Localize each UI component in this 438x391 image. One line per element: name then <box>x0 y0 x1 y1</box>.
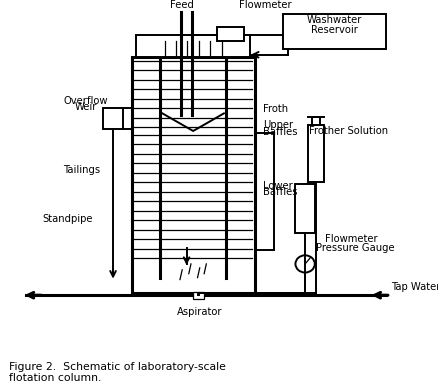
Text: Weir: Weir <box>74 102 96 112</box>
Text: Pressure Gauge: Pressure Gauge <box>315 243 394 253</box>
Bar <box>311 117 320 125</box>
Text: Flowmeter: Flowmeter <box>324 233 377 244</box>
Bar <box>217 27 243 41</box>
Text: Upper: Upper <box>263 120 293 130</box>
Text: Standpipe: Standpipe <box>42 214 93 224</box>
Text: Baffles: Baffles <box>263 127 297 137</box>
Bar <box>136 35 250 57</box>
Bar <box>283 14 385 49</box>
Text: Reservoir: Reservoir <box>311 25 357 35</box>
Text: Froth: Froth <box>263 104 288 115</box>
Text: Feed: Feed <box>170 0 194 10</box>
Bar <box>103 108 123 129</box>
Bar <box>131 57 254 293</box>
Text: Figure 2.  Schematic of laboratory-scale
flotation column.: Figure 2. Schematic of laboratory-scale … <box>9 362 225 383</box>
Text: Washwater: Washwater <box>306 15 361 25</box>
Text: Lower: Lower <box>263 181 293 191</box>
Bar <box>193 292 204 299</box>
Text: Tap Water: Tap Water <box>390 282 438 292</box>
Text: Overflow: Overflow <box>63 95 108 106</box>
Bar <box>307 125 324 182</box>
Text: Baffles: Baffles <box>263 187 297 197</box>
Text: Tailings: Tailings <box>63 165 99 175</box>
Bar <box>294 184 314 233</box>
Text: Flowmeter: Flowmeter <box>239 0 291 10</box>
Text: Aspirator: Aspirator <box>177 307 222 317</box>
Text: Frother Solution: Frother Solution <box>309 126 388 136</box>
